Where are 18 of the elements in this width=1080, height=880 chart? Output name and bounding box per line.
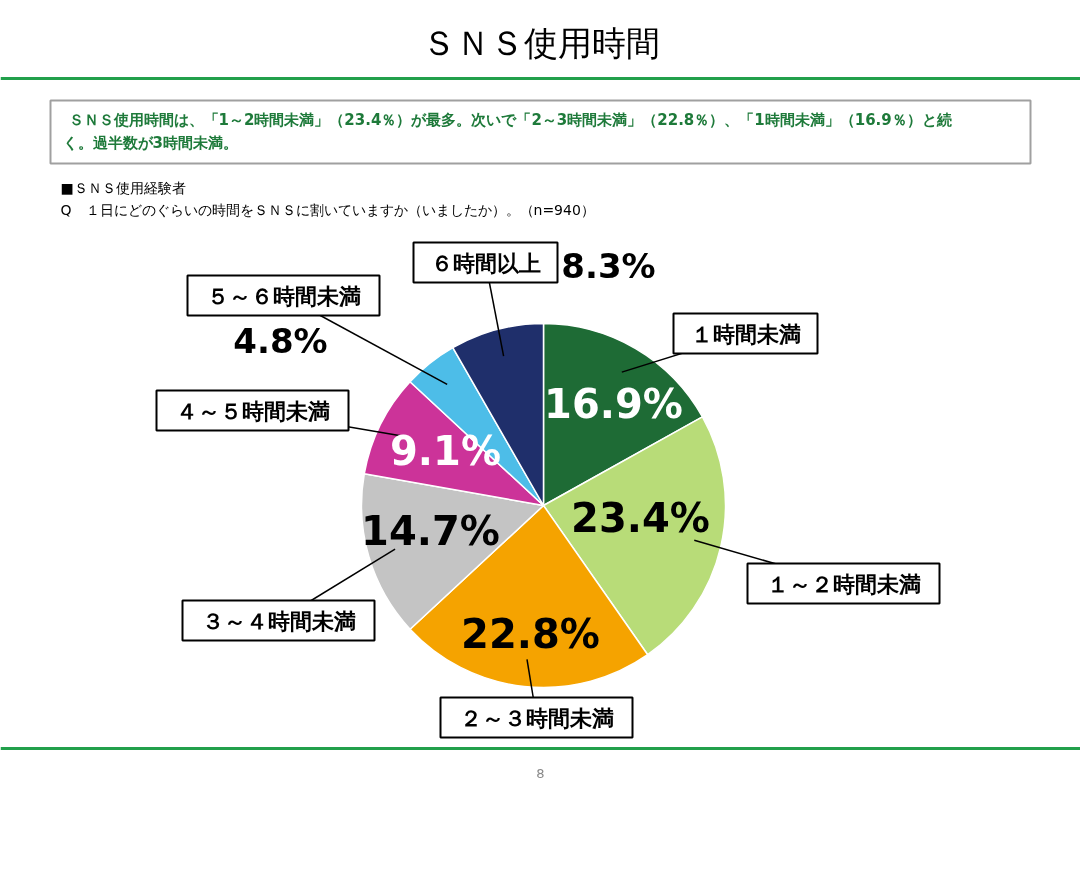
data-label: 8.3% <box>561 245 656 286</box>
data-label: 14.7% <box>361 507 500 554</box>
slice-label: １時間未満 <box>690 322 801 347</box>
slice-label: ５～６時間未満 <box>206 284 361 309</box>
slice-label: ２～３時間未満 <box>459 706 614 731</box>
slice-label: ４～５時間未満 <box>175 399 330 424</box>
slice-label: １～２時間未満 <box>766 572 921 597</box>
data-label: 16.9% <box>544 380 683 427</box>
data-label: 23.4% <box>571 494 710 541</box>
data-label: 4.8% <box>233 320 328 361</box>
chart-title: ＳＮＳ使用時間 <box>421 22 660 63</box>
slice-label: ３～４時間未満 <box>201 609 356 634</box>
text: Q １日にどのぐらいの時間をＳＮＳに割いていますか（いましたか）。（n=940） <box>60 201 595 218</box>
text: 8 <box>536 766 545 781</box>
chart-subtitle: ＳＮＳ使用時間は、「1～2時間未満」（23.4％）が最多。次いで「2～3時間未満」（22.8％）、「1時間未満」（16.9％）と続く。過半数が3時間未満。 <box>62 110 952 152</box>
slice-label: ６時間以上 <box>430 251 541 276</box>
text: ■ＳＮＳ使用経験者 <box>60 179 186 196</box>
data-label: 22.8% <box>461 610 600 657</box>
